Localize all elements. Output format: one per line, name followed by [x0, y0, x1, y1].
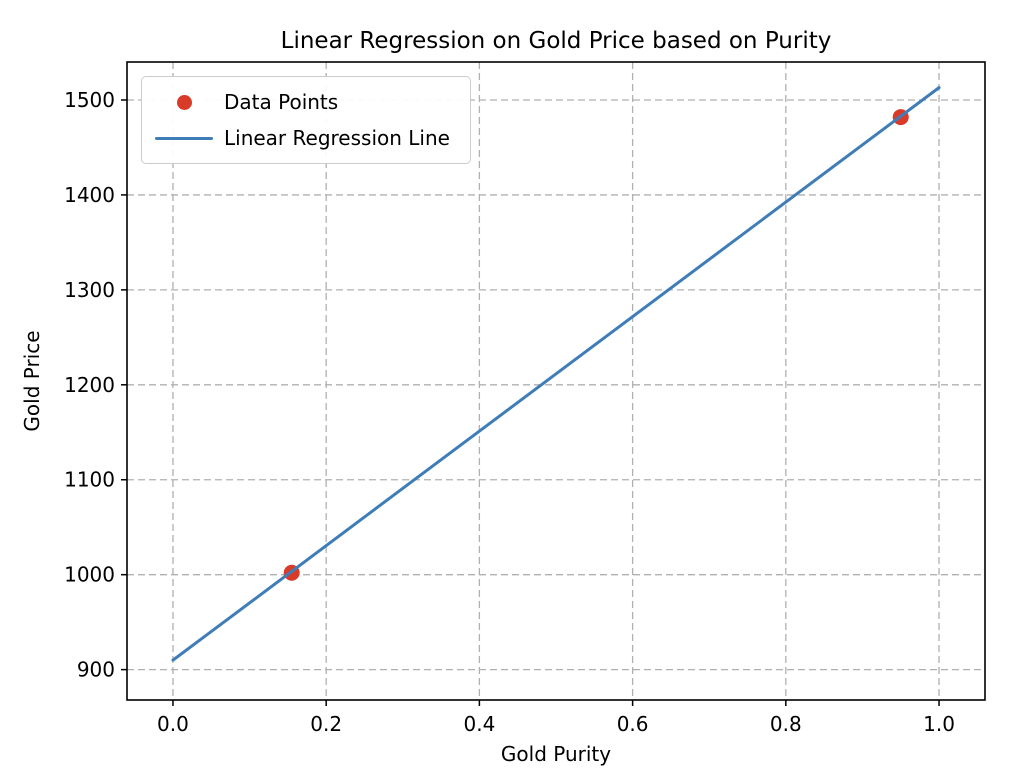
legend-label-data-points: Data Points [224, 90, 339, 114]
y-tick-label: 1200 [64, 373, 115, 397]
x-tick-label: 0.6 [617, 712, 649, 736]
legend-marker-wrap [152, 94, 216, 110]
chart-title: Linear Regression on Gold Price based on… [280, 28, 832, 54]
y-tick-label: 1400 [64, 183, 115, 207]
y-tick-label: 1000 [64, 563, 115, 587]
x-tick-label: 0.8 [770, 712, 802, 736]
legend-marker-wrap [152, 136, 216, 140]
scatter-marker-icon [176, 94, 192, 110]
y-axis-label: Gold Price [20, 330, 44, 432]
x-tick-label: 0.4 [463, 712, 495, 736]
y-tick-label: 1300 [64, 278, 115, 302]
x-tick-label: 1.0 [923, 712, 955, 736]
legend-label-regression-line: Linear Regression Line [224, 126, 450, 150]
regression-line [171, 86, 941, 662]
x-tick-label: 0.0 [157, 712, 189, 736]
legend-item-data-points: Data Points [152, 86, 450, 118]
y-tick-label: 1100 [64, 468, 115, 492]
plot-border [126, 61, 986, 701]
y-tick-label: 1500 [64, 88, 115, 112]
line-marker-icon [155, 136, 213, 140]
y-tick-label: 900 [77, 658, 115, 682]
x-tick-label: 0.2 [310, 712, 342, 736]
legend: Data Points Linear Regression Line [141, 76, 471, 164]
x-axis-label: Gold Purity [500, 742, 612, 766]
legend-item-regression-line: Linear Regression Line [152, 122, 450, 154]
